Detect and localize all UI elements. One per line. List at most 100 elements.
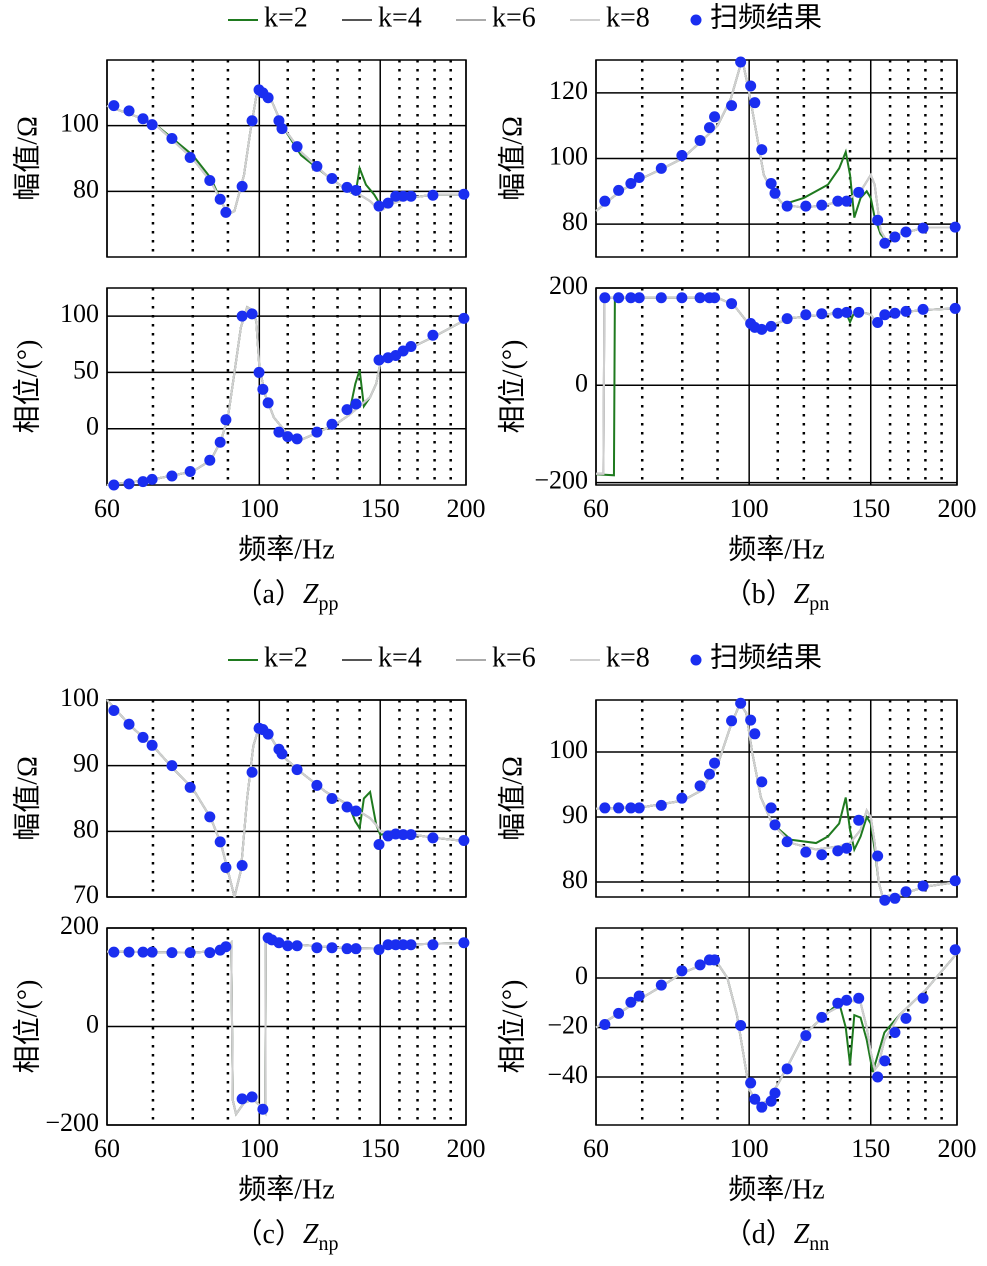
y-tick-label: −200	[534, 466, 588, 495]
scan-point	[273, 426, 285, 438]
scan-point	[137, 113, 149, 125]
caption-subscript: pn	[809, 593, 829, 615]
series-line	[106, 699, 467, 898]
scan-point	[633, 292, 645, 304]
series-line	[106, 699, 467, 898]
scan-point	[900, 305, 912, 317]
scan-point	[709, 292, 721, 304]
scan-point	[769, 187, 781, 199]
scan-point	[625, 292, 637, 304]
scan-point	[633, 990, 645, 1002]
scan-point	[832, 307, 844, 319]
scan-point	[253, 366, 265, 378]
scan-point	[726, 298, 738, 310]
y-tick-label: 80	[73, 814, 99, 843]
plot-frame	[106, 699, 467, 898]
scan-point	[756, 323, 768, 335]
scan-point	[599, 195, 611, 207]
scan-point	[694, 292, 706, 304]
scan-point	[382, 197, 394, 209]
series-line	[595, 701, 958, 898]
scan-point	[745, 1077, 757, 1089]
scan-point	[326, 418, 338, 430]
x-tick-label: 100	[240, 494, 279, 523]
scan-point	[166, 132, 178, 144]
scan-point	[726, 100, 738, 112]
scan-point	[405, 829, 417, 841]
scan-point	[676, 965, 688, 977]
scan-point	[917, 992, 929, 1004]
caption: （b）Zpn	[724, 578, 830, 614]
legend-label: k=4	[378, 2, 422, 33]
scan-point	[350, 943, 362, 955]
scan-point	[282, 940, 294, 952]
scan-point	[765, 320, 777, 332]
legend-label: k=8	[606, 2, 650, 33]
scan-point	[599, 292, 611, 304]
legend-swatch	[690, 654, 702, 666]
scan-point	[326, 173, 338, 185]
scan-point	[108, 705, 120, 717]
scan-point	[350, 184, 362, 196]
y-tick-label: 120	[549, 76, 588, 105]
scan-point	[599, 802, 611, 814]
y-tick-label: 80	[562, 865, 588, 894]
scan-point	[204, 947, 216, 959]
scan-point	[735, 1020, 747, 1032]
scan-point	[108, 946, 120, 958]
scan-point	[879, 894, 891, 906]
caption-label: （c）	[234, 1218, 302, 1250]
scan-point	[781, 313, 793, 325]
scan-point	[246, 115, 258, 127]
y-axis-label: 相位/(°)	[496, 980, 528, 1074]
scan-point	[841, 994, 853, 1006]
scan-point	[709, 954, 721, 966]
scan-point	[781, 836, 793, 848]
scan-point	[458, 937, 470, 949]
y-tick-label: 0	[575, 961, 588, 990]
x-tick-label: 100	[240, 1134, 279, 1163]
legend-label: k=4	[378, 642, 422, 673]
scan-point	[709, 757, 721, 769]
scan-point	[917, 303, 929, 315]
x-tick-label: 150	[361, 1134, 400, 1163]
scan-point	[397, 939, 409, 951]
scan-point	[703, 768, 715, 780]
scan-point	[613, 292, 625, 304]
plot-frame	[106, 927, 467, 1126]
scan-point	[427, 832, 439, 844]
y-axis-label: 幅值/Ω	[496, 116, 528, 201]
caption-symbol: Z	[303, 1219, 319, 1250]
scan-point	[781, 200, 793, 212]
y-tick-label: 200	[549, 271, 588, 300]
scan-point	[220, 206, 232, 218]
y-tick-label: 80	[562, 207, 588, 236]
scan-point	[166, 760, 178, 772]
scan-point	[781, 1063, 793, 1075]
y-tick-label: 100	[549, 735, 588, 764]
scan-point	[745, 80, 757, 92]
scan-point	[694, 959, 706, 971]
y-tick-label: 200	[60, 911, 99, 940]
scan-point	[800, 846, 812, 858]
scan-point	[599, 1019, 611, 1031]
scan-point	[236, 310, 248, 322]
scan-point	[832, 997, 844, 1009]
scan-point	[625, 177, 637, 189]
scan-point	[123, 718, 135, 730]
x-tick-label: 150	[851, 494, 890, 523]
legend-label: k=2	[264, 2, 308, 33]
scan-point	[655, 162, 667, 174]
scan-point	[184, 947, 196, 959]
y-axis-label: 幅值/Ω	[496, 756, 528, 841]
scan-point	[879, 237, 891, 249]
scan-point	[800, 200, 812, 212]
scan-point	[949, 221, 961, 233]
caption: （c）Znp	[234, 1218, 338, 1254]
scan-point	[749, 728, 761, 740]
caption-subscript: pp	[319, 593, 339, 615]
scan-point	[236, 859, 248, 871]
scan-point	[405, 190, 417, 202]
y-axis-label: 相位/(°)	[11, 980, 43, 1074]
scan-point	[220, 414, 232, 426]
